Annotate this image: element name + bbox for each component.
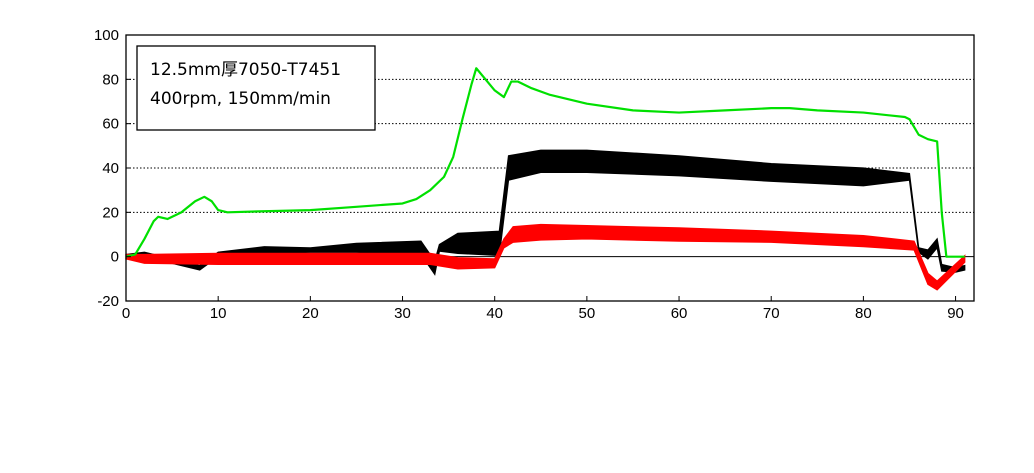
series-band-2: [125, 223, 966, 291]
x-tick-label: 0: [122, 305, 130, 322]
x-tick-label: 40: [486, 305, 503, 322]
y-tick-label: -20: [97, 293, 119, 310]
y-tick-label: 60: [102, 116, 119, 133]
x-tick-label: 80: [855, 305, 872, 322]
series-layer: [125, 67, 966, 291]
annotation-line-1: 12.5mm厚7050-T7451: [150, 60, 341, 80]
x-tick-label: 90: [947, 305, 964, 322]
annotation-box: 12.5mm厚7050-T7451 400rpm, 150mm/min: [136, 45, 376, 131]
x-tick-label: 70: [763, 305, 780, 322]
series-line-0: [125, 67, 965, 258]
y-tick-label: 40: [102, 160, 119, 177]
x-tick-label: 20: [302, 305, 319, 322]
annotation-line-2: 400rpm, 150mm/min: [150, 89, 331, 109]
x-tick-label: 10: [210, 305, 227, 322]
x-tick-label: 60: [671, 305, 688, 322]
y-tick-label: 20: [102, 204, 119, 221]
y-tick-label: 100: [94, 27, 119, 44]
y-tick-label: 80: [102, 71, 119, 88]
x-tick-label: 30: [394, 305, 411, 322]
x-tick-label: 50: [579, 305, 596, 322]
y-tick-label: 0: [111, 249, 119, 266]
